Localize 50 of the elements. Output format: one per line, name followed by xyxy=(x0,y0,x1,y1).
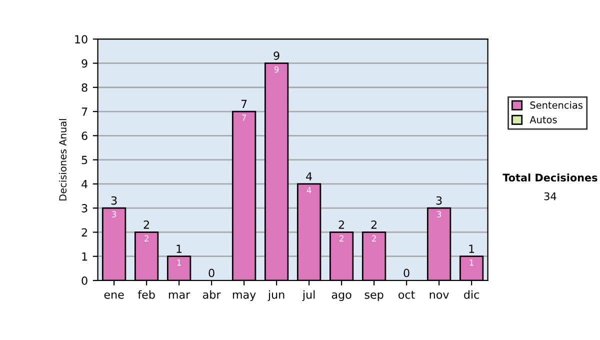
data-label: 2 xyxy=(144,235,148,242)
x-tick-label: sep xyxy=(364,292,384,301)
x-tick-label: ago xyxy=(332,292,352,301)
legend-label: Sentencias xyxy=(530,101,583,109)
text: Total Decisiones xyxy=(502,173,598,182)
x-tick-label: nov xyxy=(430,292,449,299)
y-tick-label: 7 xyxy=(82,108,88,116)
total-label: 1 xyxy=(176,244,182,253)
total-label: 0 xyxy=(404,268,410,278)
total-label: 4 xyxy=(306,172,312,180)
x-tick-label: may xyxy=(232,292,256,301)
x-tick-label: jul xyxy=(302,290,315,301)
y-tick-label: 6 xyxy=(82,132,88,140)
x-tick-label: mar xyxy=(168,292,190,299)
x-tick-label: feb xyxy=(138,290,155,299)
data-label: 3 xyxy=(112,211,116,218)
text: 34 xyxy=(544,192,556,200)
y-tick-label: 2 xyxy=(82,228,87,236)
x-tick-label: ene xyxy=(104,292,124,299)
total-label: 9 xyxy=(274,51,280,60)
total-label: 2 xyxy=(338,220,344,229)
y-tick-label: 1 xyxy=(82,252,88,261)
y-tick-label: 8 xyxy=(82,83,88,92)
data-label: 3 xyxy=(437,211,442,218)
total-label: 3 xyxy=(436,196,442,205)
data-label: 7 xyxy=(242,114,246,121)
x-tick-label: abr xyxy=(203,290,221,299)
data-label: 4 xyxy=(306,187,312,194)
total-label: 1 xyxy=(469,244,474,253)
x-tick-label: oct xyxy=(398,290,415,299)
total-label: 2 xyxy=(144,220,149,229)
x-tick-label: jun xyxy=(268,290,284,301)
data-label: 2 xyxy=(372,235,376,242)
data-label: 2 xyxy=(340,235,344,242)
data-label: 1 xyxy=(177,260,181,266)
total-label: 2 xyxy=(371,220,376,229)
x-tick-label: dic xyxy=(464,290,479,299)
total-label: 0 xyxy=(208,268,214,278)
y-tick-label: 3 xyxy=(82,204,88,212)
data-label: 1 xyxy=(470,260,474,266)
total-label: 7 xyxy=(241,100,247,108)
legend-label: Autos xyxy=(530,116,557,124)
y-axis-title: Decisiones Anual xyxy=(58,119,66,200)
y-tick-label: 9 xyxy=(82,59,88,68)
y-tick-label: 4 xyxy=(82,180,88,188)
data-label: 9 xyxy=(274,66,279,73)
y-tick-label: 5 xyxy=(82,156,88,164)
total-label: 3 xyxy=(111,196,117,205)
y-tick-label: 10 xyxy=(75,35,88,44)
y-tick-label: 0 xyxy=(82,276,88,285)
